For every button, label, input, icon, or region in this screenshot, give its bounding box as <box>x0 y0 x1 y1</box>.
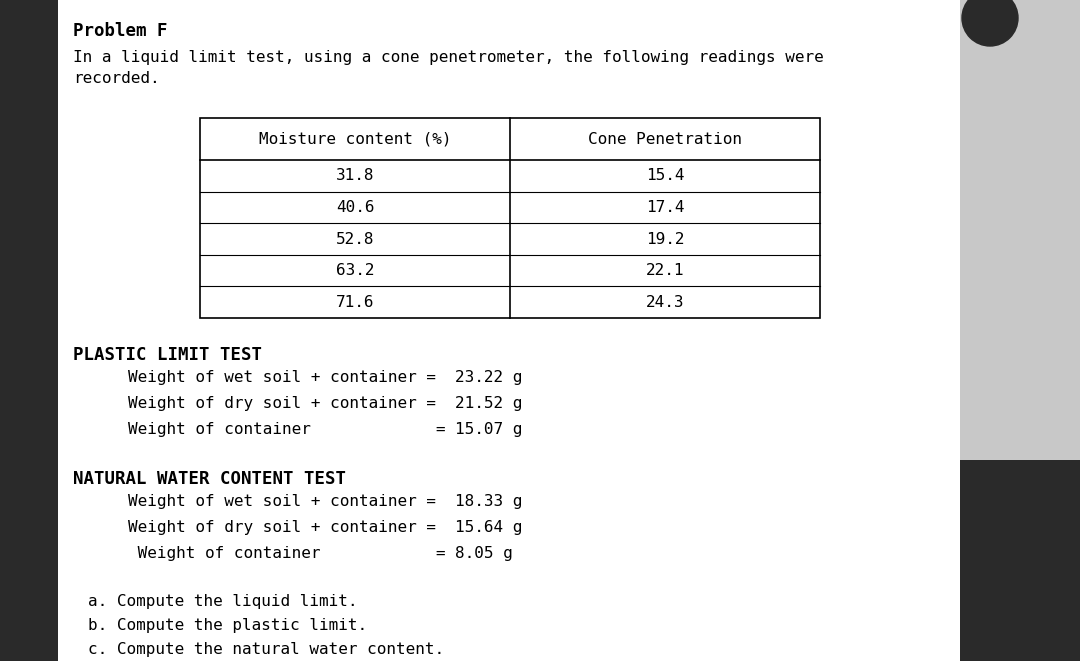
Text: b. Compute the plastic limit.: b. Compute the plastic limit. <box>87 618 367 633</box>
Text: Weight of container             =: Weight of container = <box>129 422 446 437</box>
Text: 21.52 g: 21.52 g <box>455 396 523 411</box>
Text: 23.22 g: 23.22 g <box>455 370 523 385</box>
Text: In a liquid limit test, using a cone penetrometer, the following readings were
r: In a liquid limit test, using a cone pen… <box>73 50 824 86</box>
Text: Weight of wet soil + container =: Weight of wet soil + container = <box>129 370 436 385</box>
Text: Weight of wet soil + container =: Weight of wet soil + container = <box>129 494 436 509</box>
Bar <box>200 118 820 318</box>
Bar <box>960 0 1080 460</box>
Text: 31.8: 31.8 <box>336 169 375 183</box>
Text: 52.8: 52.8 <box>336 231 375 247</box>
Text: 15.64 g: 15.64 g <box>455 520 523 535</box>
Text: 19.2: 19.2 <box>646 231 685 247</box>
Text: 8.05 g: 8.05 g <box>455 546 513 561</box>
Text: 22.1: 22.1 <box>646 263 685 278</box>
Text: 63.2: 63.2 <box>336 263 375 278</box>
Text: 40.6: 40.6 <box>336 200 375 215</box>
Text: Cone Penetration: Cone Penetration <box>588 132 742 147</box>
Text: NATURAL WATER CONTENT TEST: NATURAL WATER CONTENT TEST <box>73 470 346 488</box>
Text: 17.4: 17.4 <box>646 200 685 215</box>
Text: 24.3: 24.3 <box>646 295 685 310</box>
Text: Problem F: Problem F <box>73 22 167 40</box>
Text: Weight of dry soil + container =: Weight of dry soil + container = <box>129 520 436 535</box>
Circle shape <box>962 0 1018 46</box>
Text: Moisture content (%): Moisture content (%) <box>259 132 451 147</box>
Text: 71.6: 71.6 <box>336 295 375 310</box>
Text: Weight of dry soil + container =: Weight of dry soil + container = <box>129 396 436 411</box>
Text: PLASTIC LIMIT TEST: PLASTIC LIMIT TEST <box>73 346 262 364</box>
Text: 15.07 g: 15.07 g <box>455 422 523 437</box>
Bar <box>960 460 1080 661</box>
Bar <box>0 0 58 661</box>
Text: Weight of container            =: Weight of container = <box>129 546 446 561</box>
Text: 15.4: 15.4 <box>646 169 685 183</box>
Text: 18.33 g: 18.33 g <box>455 494 523 509</box>
Text: c. Compute the natural water content.: c. Compute the natural water content. <box>87 642 444 657</box>
Text: a. Compute the liquid limit.: a. Compute the liquid limit. <box>87 594 357 609</box>
